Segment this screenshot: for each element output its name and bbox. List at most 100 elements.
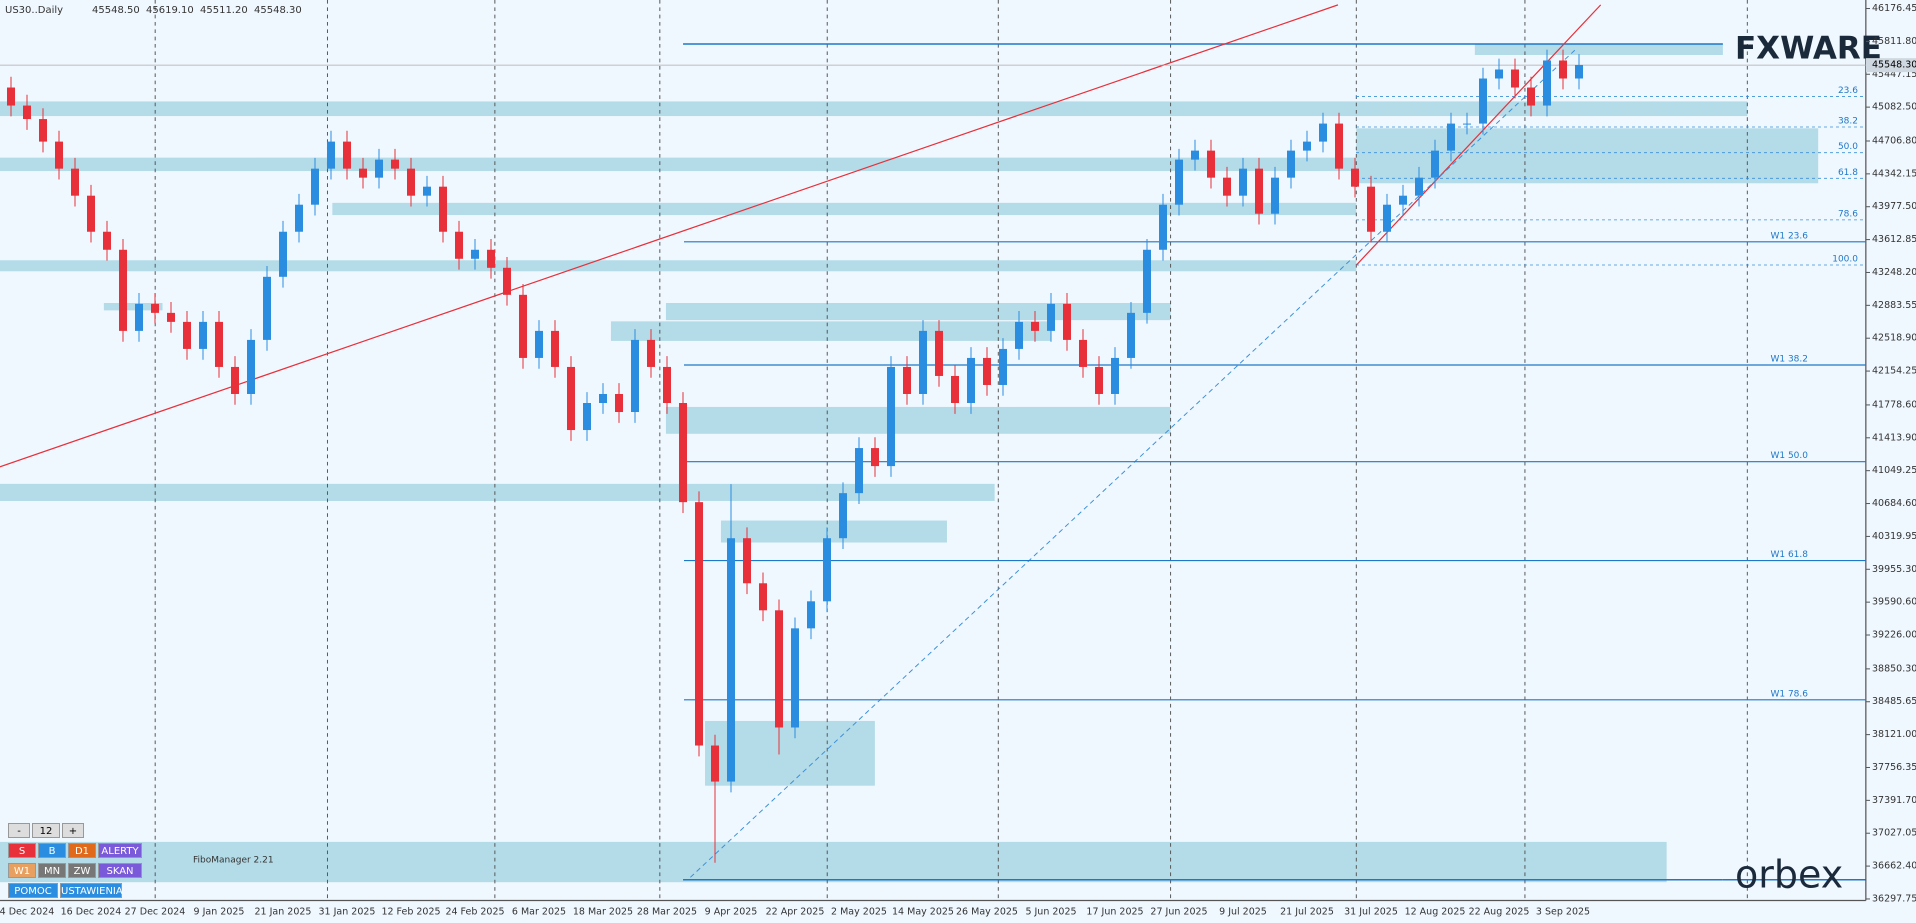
candle-body <box>1463 123 1471 125</box>
candle-body <box>1223 177 1231 196</box>
y-tick-label: 42883.55 <box>1872 300 1916 311</box>
fib-label: 78.6 <box>1838 209 1858 219</box>
candle-body <box>199 321 207 349</box>
x-tick-label: 4 Dec 2024 <box>0 907 54 918</box>
candle-body <box>1303 141 1311 151</box>
level-label: W1 38.2 <box>1770 354 1808 364</box>
price-axis-bg <box>1865 0 1916 923</box>
zone <box>332 202 1357 216</box>
toolbar-button[interactable]: ZW <box>68 863 96 878</box>
y-tick-label: 42154.25 <box>1872 366 1916 377</box>
y-tick-label: 39590.60 <box>1872 597 1916 608</box>
candle-body <box>1255 168 1263 214</box>
x-tick-label: 24 Feb 2025 <box>445 907 504 918</box>
x-tick-label: 5 Jun 2025 <box>1025 907 1076 918</box>
x-tick-label: 21 Jul 2025 <box>1280 907 1334 918</box>
candle-body <box>1559 60 1567 79</box>
zone <box>1356 128 1819 184</box>
x-tick-label: 27 Jun 2025 <box>1150 907 1207 918</box>
fib-label: 50.0 <box>1838 142 1858 152</box>
zone <box>720 520 947 543</box>
candle-body <box>55 141 63 169</box>
fib-diagonal <box>690 48 1577 878</box>
x-tick-label: 9 Jan 2025 <box>194 907 245 918</box>
candle-body <box>1015 321 1023 349</box>
y-tick-label: 45447.15 <box>1872 69 1916 80</box>
candle-body <box>311 168 319 205</box>
candle-body <box>727 538 735 782</box>
y-tick-label: 46176.45 <box>1872 3 1916 14</box>
toolbar-button[interactable]: POMOC <box>8 883 58 898</box>
x-tick-label: 22 Apr 2025 <box>766 907 825 918</box>
candle-body <box>119 249 127 331</box>
candle-body <box>1287 150 1295 178</box>
toolbar-button[interactable]: SKAN <box>98 863 142 878</box>
candle-body <box>1111 357 1119 394</box>
toolbar-button[interactable]: + <box>62 823 84 838</box>
candle-body <box>1143 249 1151 313</box>
candle-body <box>1399 195 1407 205</box>
candle-body <box>1479 78 1487 124</box>
fib-label: 38.2 <box>1838 117 1858 127</box>
candle-body <box>1127 312 1135 358</box>
toolbar-button[interactable]: S <box>8 843 36 858</box>
candle-body <box>215 321 223 367</box>
zone <box>0 260 1357 272</box>
candle-body <box>151 303 159 313</box>
candle-body <box>1543 60 1551 106</box>
candle-body <box>407 168 415 196</box>
candle-body <box>839 493 847 539</box>
candle-body <box>711 745 719 782</box>
candle-body <box>23 105 31 120</box>
candle-body <box>983 357 991 385</box>
candle-body <box>935 330 943 376</box>
candle-body <box>183 321 191 349</box>
candle-body <box>71 168 79 196</box>
zones <box>0 43 1819 883</box>
candle-body <box>1239 168 1247 196</box>
candle-body <box>1415 177 1423 196</box>
logo-orbex: orbex <box>1735 853 1843 897</box>
trendline <box>0 4 1339 468</box>
candle-body <box>1367 186 1375 232</box>
candle-body <box>1511 69 1519 88</box>
candle-body <box>279 231 287 277</box>
toolbar-button[interactable]: MN <box>38 863 66 878</box>
x-tick-label: 16 Dec 2024 <box>61 907 122 918</box>
y-tick-label: 37756.35 <box>1872 762 1916 773</box>
candle-body <box>503 267 511 295</box>
candle-body <box>887 366 895 467</box>
candle-body <box>1447 123 1455 151</box>
candle-body <box>967 357 975 404</box>
candle-body <box>903 366 911 394</box>
x-tick-label: 31 Jan 2025 <box>319 907 376 918</box>
candle-body <box>919 330 927 394</box>
candle-body <box>455 231 463 259</box>
toolbar-button[interactable]: B <box>38 843 66 858</box>
candle-body <box>1079 339 1087 367</box>
candle-body <box>695 502 703 746</box>
fib-label: 100.0 <box>1832 255 1858 265</box>
y-tick-label: 41413.90 <box>1872 432 1916 443</box>
y-tick-label: 45811.80 <box>1872 36 1916 47</box>
toolbar-button[interactable]: D1 <box>68 843 96 858</box>
toolbar-button[interactable]: W1 <box>8 863 36 878</box>
x-tick-label: 2 May 2025 <box>831 907 887 918</box>
toolbar-button[interactable]: USTAWIENIA <box>60 883 123 898</box>
candle-body <box>679 403 687 503</box>
toolbar-button[interactable]: ALERTY <box>98 843 142 858</box>
logo-fxware: FXWARE <box>1735 31 1882 67</box>
zone <box>665 303 1171 321</box>
candle-body <box>423 186 431 196</box>
x-tick-label: 14 May 2025 <box>892 907 954 918</box>
toolbar-button[interactable]: - <box>8 823 30 838</box>
candle-body <box>471 249 479 259</box>
x-tick-label: 12 Feb 2025 <box>381 907 440 918</box>
toolbar-button[interactable]: 12 <box>32 823 60 838</box>
candle-body <box>1351 168 1359 187</box>
zone <box>0 841 1667 883</box>
candle-body <box>343 141 351 169</box>
y-tick-label: 39226.00 <box>1872 630 1916 641</box>
candle-body <box>87 195 95 232</box>
